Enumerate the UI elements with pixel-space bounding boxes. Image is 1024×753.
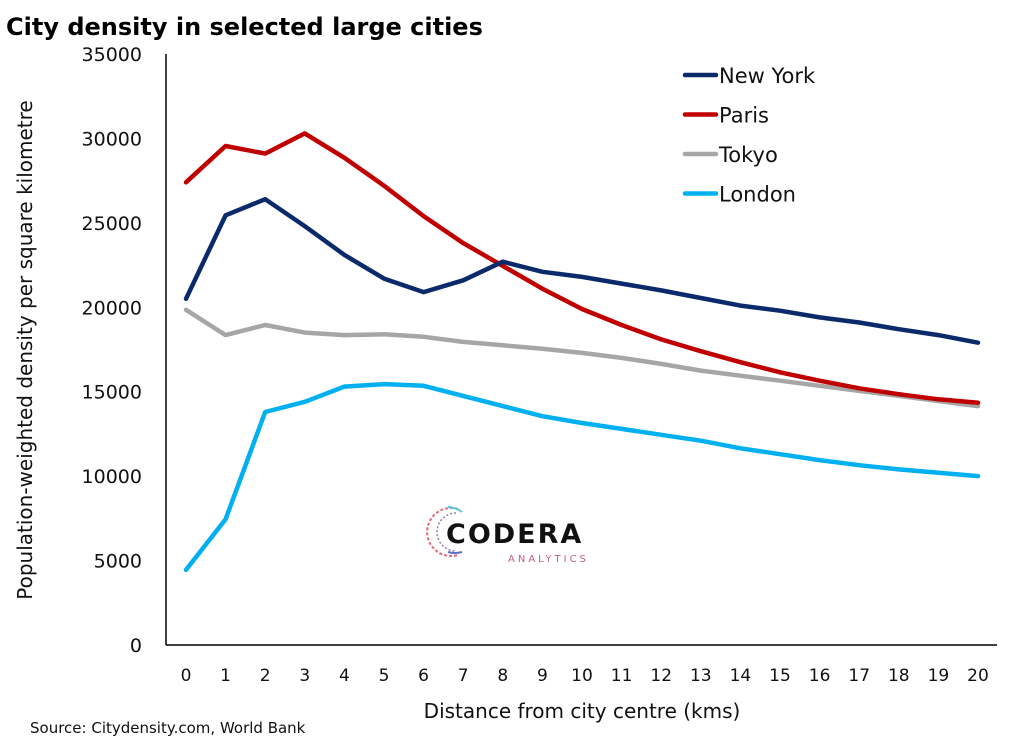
series-line-paris — [183, 131, 981, 405]
legend-label: New York — [719, 64, 816, 88]
y-tick-label: 30000 — [82, 128, 142, 150]
x-tick-label: 15 — [769, 666, 791, 686]
source-note: Source: Citydensity.com, World Bank — [30, 719, 306, 737]
x-tick-label: 4 — [339, 666, 350, 686]
y-tick-label: 35000 — [82, 44, 142, 66]
logo-ring-icon — [426, 506, 463, 557]
series-line-new-york — [183, 196, 981, 345]
x-axis-ticks: 0 1 2 3 4 5 6 7 8 9 10 11 12 13 14 15 16 17 18 19 20 — [181, 666, 989, 686]
x-tick-label: 2 — [260, 666, 271, 686]
x-tick-label: 1 — [220, 666, 231, 686]
x-tick-label: 14 — [730, 666, 752, 686]
y-tick-label: 10000 — [82, 466, 142, 488]
x-tick-label: 17 — [848, 666, 870, 686]
legend-label: London — [719, 183, 796, 207]
codera-analytics-logo: CODERA ANALYTICS — [426, 506, 589, 565]
x-tick-label: 10 — [571, 666, 593, 686]
x-tick-label: 9 — [537, 666, 548, 686]
x-tick-label: 13 — [690, 666, 712, 686]
y-axis-ticks: 0 5000 10000 15000 20000 25000 30000 35000 — [82, 44, 142, 657]
legend-label: Tokyo — [718, 143, 778, 167]
legend: New York Paris Tokyo London — [682, 64, 816, 207]
x-tick-label: 3 — [299, 666, 310, 686]
x-tick-label: 11 — [611, 666, 633, 686]
x-tick-label: 12 — [650, 666, 672, 686]
series-line-london — [183, 381, 981, 573]
y-axis-label: Population-weighted density per square k… — [13, 100, 37, 600]
y-tick-label: 0 — [130, 635, 142, 657]
legend-label: Paris — [719, 104, 769, 128]
y-tick-label: 20000 — [82, 297, 142, 319]
y-tick-label: 25000 — [82, 213, 142, 235]
chart-title: City density in selected large cities — [6, 13, 483, 41]
series-line-tokyo — [183, 307, 981, 409]
x-tick-label: 6 — [418, 666, 429, 686]
series-lines — [183, 131, 981, 573]
y-tick-label: 15000 — [82, 382, 142, 404]
logo-subtitle: ANALYTICS — [508, 554, 589, 565]
x-tick-label: 16 — [809, 666, 831, 686]
x-tick-label: 8 — [497, 666, 508, 686]
x-tick-label: 0 — [181, 666, 192, 686]
logo-name: CODERA — [446, 519, 583, 550]
y-tick-label: 5000 — [94, 551, 142, 573]
x-axis-label: Distance from city centre (kms) — [424, 699, 741, 723]
x-tick-label: 20 — [967, 666, 989, 686]
x-tick-label: 18 — [888, 666, 910, 686]
x-tick-label: 7 — [458, 666, 469, 686]
x-tick-label: 5 — [379, 666, 390, 686]
x-tick-label: 19 — [928, 666, 950, 686]
